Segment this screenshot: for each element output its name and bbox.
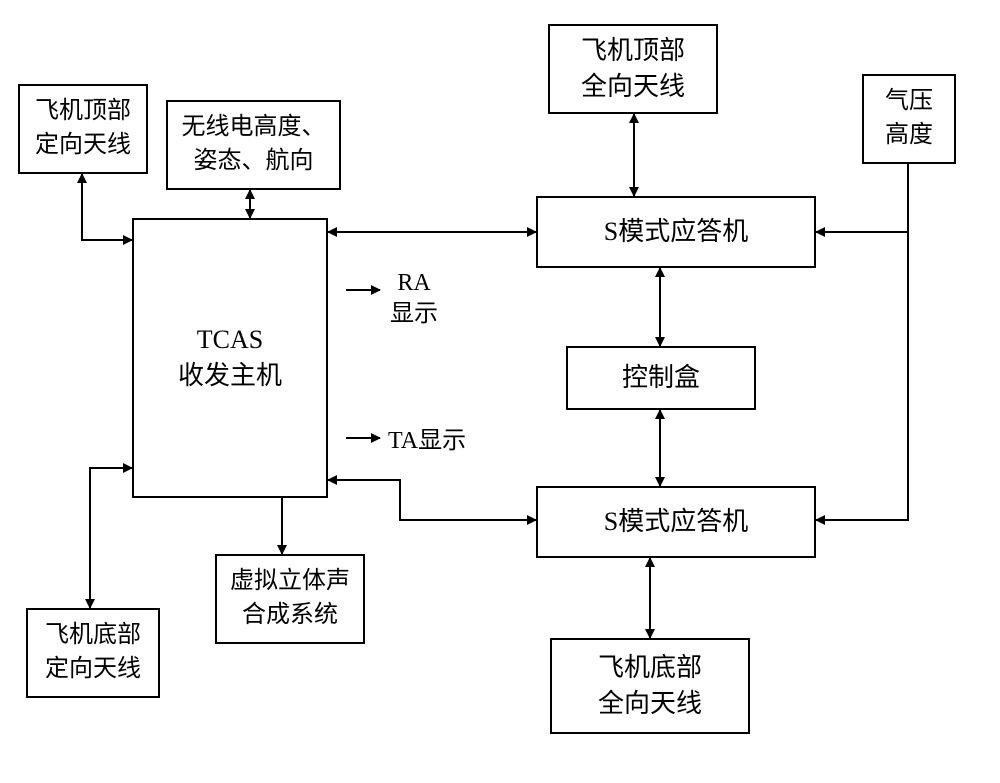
box-control-box: 控制盒: [566, 346, 756, 410]
box-label: 飞机顶部全向天线: [581, 33, 685, 106]
box-stereo: 虚拟立体声合成系统: [215, 554, 365, 644]
box-s-mode-2: S模式应答机: [536, 486, 816, 558]
box-pressure-alt: 气压高度: [862, 74, 956, 164]
box-radio-alt: 无线电高度、姿态、航向: [166, 100, 341, 190]
box-label: S模式应答机: [604, 504, 748, 540]
box-label: 无线电高度、姿态、航向: [182, 111, 326, 178]
box-label: 飞机底部全向天线: [598, 650, 702, 723]
box-tcas: TCAS收发主机: [132, 218, 328, 498]
box-label: TCAS收发主机: [178, 322, 282, 395]
box-label: 飞机顶部定向天线: [35, 95, 131, 162]
box-label: 气压高度: [885, 85, 933, 152]
box-top-dir-antenna: 飞机顶部定向天线: [18, 84, 148, 174]
label-ra-display: RA显示: [390, 268, 438, 330]
box-label: 飞机底部定向天线: [45, 619, 141, 686]
label-text: TA显示: [388, 428, 466, 454]
box-bottom-dir-antenna: 飞机底部定向天线: [26, 608, 160, 698]
box-label: 虚拟立体声合成系统: [230, 565, 350, 632]
label-ta-display: TA显示: [388, 426, 466, 457]
box-label: S模式应答机: [604, 214, 748, 250]
box-bottom-omni-antenna: 飞机底部全向天线: [550, 638, 750, 734]
box-label: 控制盒: [622, 360, 700, 396]
label-text: RA显示: [390, 270, 438, 327]
box-s-mode-1: S模式应答机: [536, 196, 816, 268]
box-top-omni-antenna: 飞机顶部全向天线: [548, 24, 718, 114]
